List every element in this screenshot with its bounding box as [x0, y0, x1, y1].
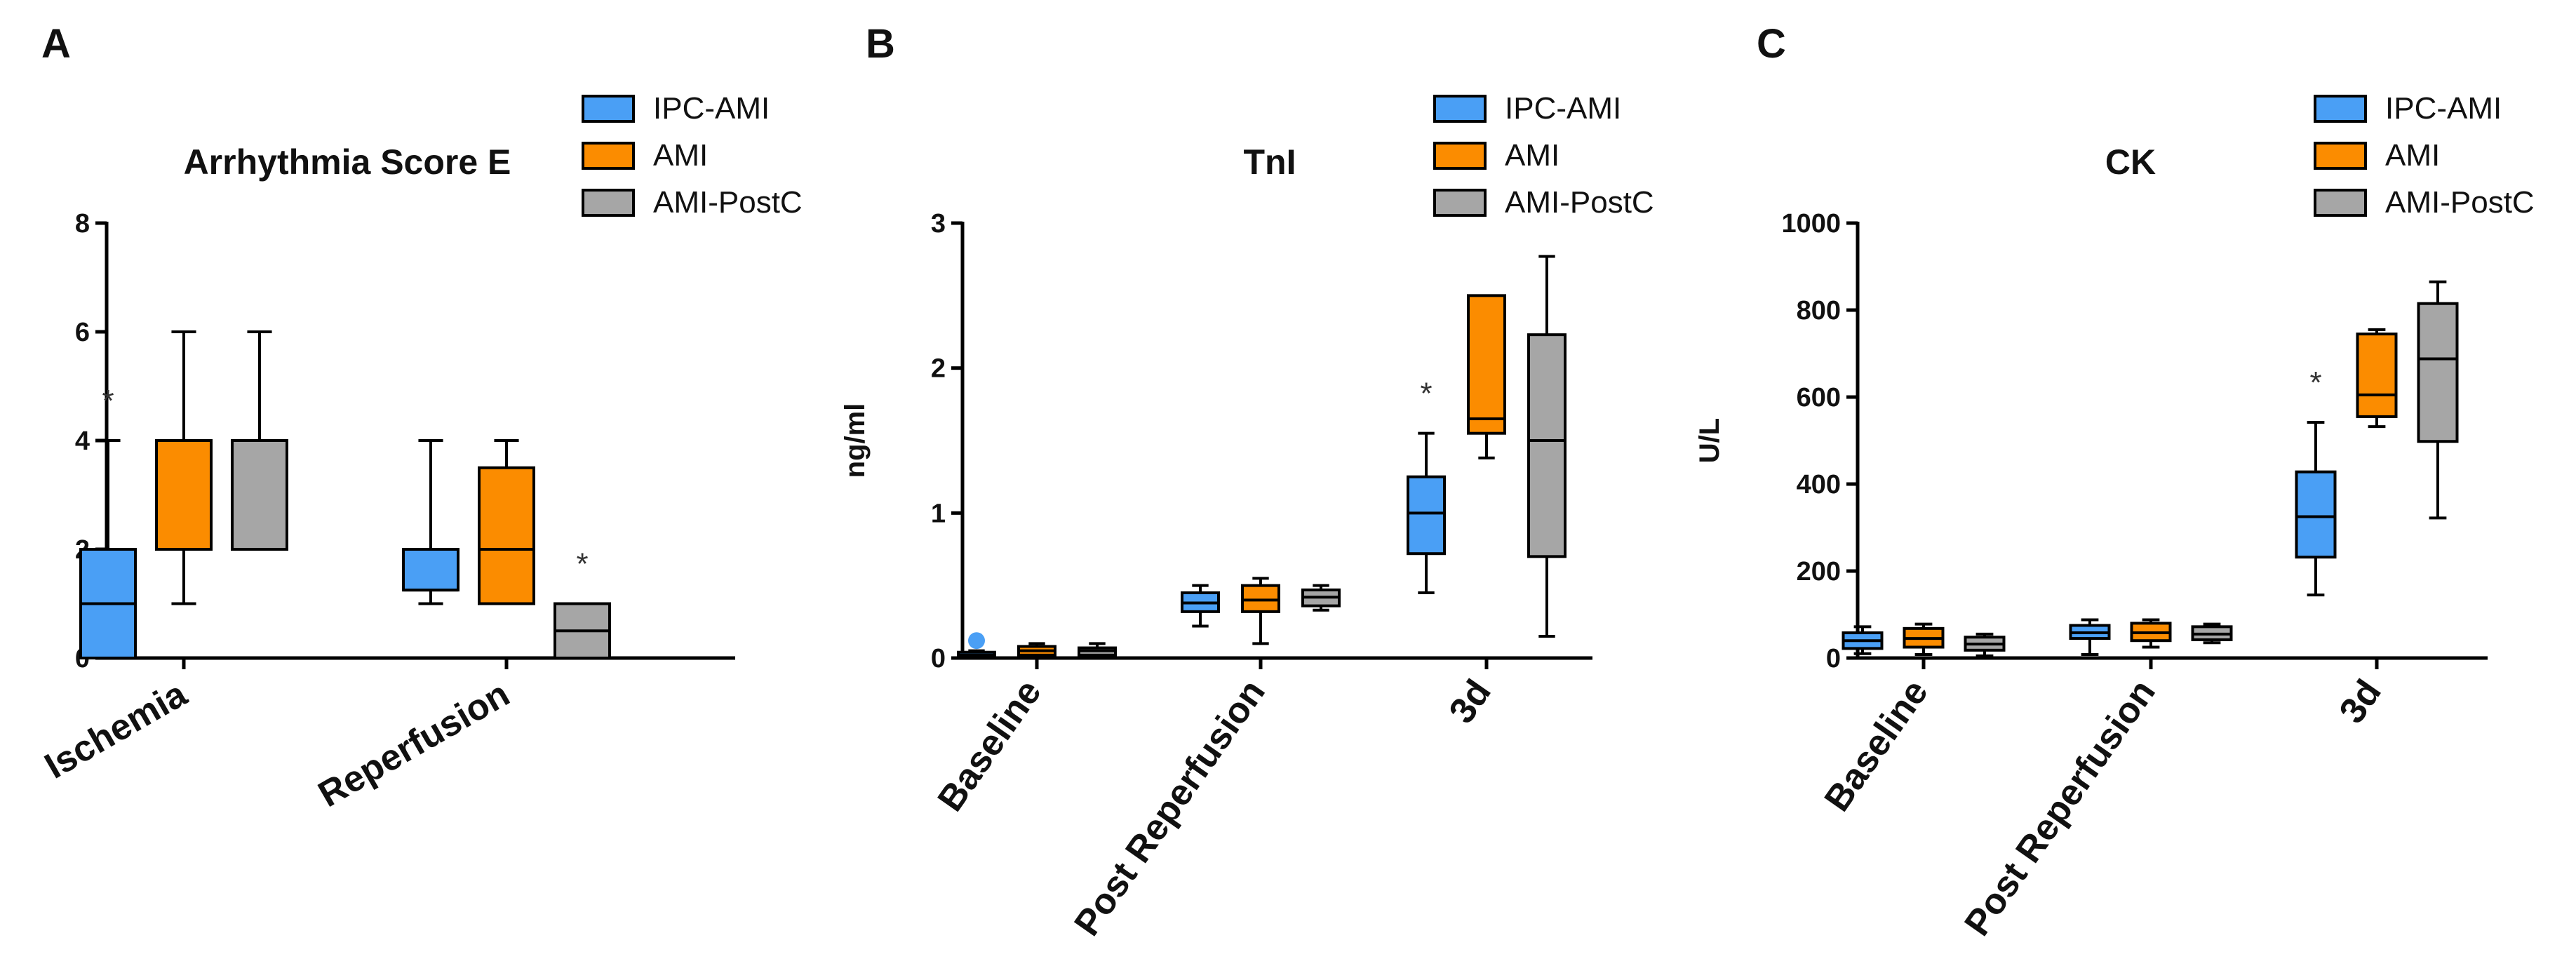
legend-label: AMI-PostC	[1505, 185, 1654, 220]
box-body	[1527, 333, 1567, 558]
box-body	[155, 439, 213, 551]
box-ami-postc-post-reperfusion	[2191, 622, 2233, 645]
box-body	[1467, 294, 1506, 435]
y-tick-label: 8	[75, 209, 90, 239]
legend-swatch	[1433, 95, 1487, 123]
y-tick-label: 2	[931, 354, 946, 384]
legend-swatch	[582, 142, 635, 170]
chart-title: CK	[2105, 142, 2156, 182]
box-ami-postc-ischemia	[231, 330, 288, 551]
legend-swatch	[1433, 189, 1487, 217]
legend-swatch	[1433, 142, 1487, 170]
box-body	[1241, 584, 1280, 613]
panel-letter: B	[866, 21, 895, 67]
outlier-point	[968, 632, 985, 650]
y-tick-label: 4	[75, 427, 90, 456]
significance-star: *	[576, 547, 588, 582]
box-ami-3d	[1467, 294, 1506, 459]
significance-star: *	[1420, 377, 1432, 411]
category-label: Reperfusion	[311, 673, 516, 815]
y-tick-label: 200	[1797, 557, 1841, 586]
box-body	[2356, 333, 2398, 418]
y-tick-label: 0	[931, 644, 946, 673]
box-ipc-ami-post-reperfusion	[2069, 618, 2111, 657]
box-ipc-ami-baseline	[1842, 625, 1884, 655]
legend-label: IPC-AMI	[653, 91, 770, 126]
legend-swatch	[582, 189, 635, 217]
box-ipc-ami-post-reperfusion	[1181, 584, 1220, 628]
box-ipc-ami-3d: *	[2295, 365, 2337, 597]
box-body	[2295, 470, 2337, 559]
box-body	[1407, 475, 1446, 556]
box-ipc-ami-ischemia: *	[79, 384, 137, 659]
box-ami-postc-baseline	[1078, 642, 1117, 659]
significance-star: *	[102, 384, 114, 418]
box-ami-reperfusion	[478, 439, 535, 605]
category-label: Post Reperfusion	[1066, 673, 1273, 944]
legend-label: AMI	[653, 138, 708, 173]
box-body	[478, 466, 535, 605]
y-tick-label: 6	[75, 318, 90, 347]
legend-label: AMI	[1505, 138, 1559, 173]
box-ipc-ami-baseline	[957, 632, 996, 659]
y-tick-label: 3	[931, 209, 946, 239]
box-ami-postc-post-reperfusion	[1301, 584, 1341, 612]
legend: IPC-AMI AMI AMI-PostC	[2314, 91, 2535, 220]
category-label: Baseline	[1817, 673, 1936, 819]
legend-swatch	[2314, 189, 2367, 217]
box-body	[231, 439, 288, 551]
legend-swatch	[2314, 95, 2367, 123]
legend-label: IPC-AMI	[2385, 91, 2502, 126]
box-ipc-ami-reperfusion	[402, 439, 459, 605]
legend-label: AMI	[2385, 138, 2440, 173]
box-ami-postc-baseline	[1964, 632, 2006, 657]
y-tick-label: 600	[1797, 383, 1841, 412]
legend-swatch	[582, 95, 635, 123]
box-body	[402, 548, 459, 592]
legend-label: IPC-AMI	[1505, 91, 1621, 126]
y-tick-label: 1000	[1781, 209, 1841, 239]
category-label: Baseline	[930, 673, 1049, 819]
category-label: 3d	[2332, 673, 2389, 731]
legend-label: AMI-PostC	[2385, 185, 2535, 220]
box-ami-ischemia	[155, 330, 213, 605]
y-tick-label: 0	[1826, 644, 1841, 673]
y-tick-label: 800	[1797, 296, 1841, 326]
box-ipc-ami-3d: *	[1407, 377, 1446, 594]
box-ami-post-reperfusion	[2130, 618, 2172, 649]
chart-title: Arrhythmia Score E	[184, 142, 511, 182]
legend: IPC-AMI AMI AMI-PostC	[582, 91, 803, 220]
panel-b: B TnI 0 1 2 3 ng/ml Baseline Post Reperfusion 3d *…	[840, 21, 1654, 944]
box-ami-3d	[2356, 328, 2398, 429]
y-tick-label: 400	[1797, 470, 1841, 499]
category-label: 3d	[1442, 673, 1499, 731]
box-ami-postc-3d	[2417, 280, 2459, 520]
category-label: Post Reperfusion	[1957, 673, 2163, 944]
panel-c: C CK 0 200 400 600 800 1000 U/L Baseline Post Repe…	[1694, 21, 2535, 944]
y-axis-label: ng/ml	[840, 403, 871, 478]
category-label: Ischemia	[38, 673, 194, 787]
significance-star: *	[2309, 365, 2321, 400]
box-body	[2417, 302, 2459, 443]
box-ami-postc-3d	[1527, 255, 1567, 638]
panel-letter: A	[41, 21, 71, 67]
y-tick-label: 1	[931, 499, 946, 528]
box-ami-postc-reperfusion: *	[554, 547, 611, 659]
box-ami-post-reperfusion	[1241, 577, 1280, 645]
box-ami-baseline	[1903, 622, 1945, 657]
chart-title: TnI	[1244, 142, 1296, 182]
legend: IPC-AMI AMI AMI-PostC	[1433, 91, 1654, 220]
panel-letter: C	[1757, 21, 1786, 67]
legend-swatch	[2314, 142, 2367, 170]
box-ami-baseline	[1017, 642, 1056, 659]
y-axis-label: U/L	[1694, 418, 1725, 463]
legend-label: AMI-PostC	[653, 185, 803, 220]
